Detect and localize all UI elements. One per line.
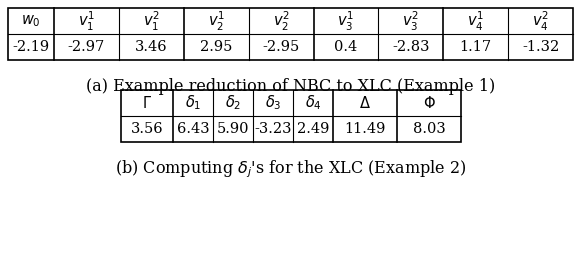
Text: 3.46: 3.46 xyxy=(135,40,168,54)
Text: $\delta_3$: $\delta_3$ xyxy=(265,94,281,112)
Text: 1.17: 1.17 xyxy=(460,40,492,54)
Text: $v_2^1$: $v_2^1$ xyxy=(208,9,225,33)
Text: 6.43: 6.43 xyxy=(177,122,210,136)
Bar xyxy=(8,8,573,60)
Text: $v_4^2$: $v_4^2$ xyxy=(532,9,549,33)
Text: $\Delta$: $\Delta$ xyxy=(359,95,371,111)
Text: -3.23: -3.23 xyxy=(254,122,292,136)
Text: -1.32: -1.32 xyxy=(522,40,559,54)
Text: 2.95: 2.95 xyxy=(200,40,232,54)
Text: -2.83: -2.83 xyxy=(392,40,430,54)
Text: (a) Example reduction of NBC to XLC (Example 1): (a) Example reduction of NBC to XLC (Exa… xyxy=(86,78,496,95)
Text: 5.90: 5.90 xyxy=(217,122,249,136)
Text: 0.4: 0.4 xyxy=(334,40,357,54)
Text: 11.49: 11.49 xyxy=(345,122,386,136)
Text: -2.97: -2.97 xyxy=(68,40,105,54)
Text: -2.19: -2.19 xyxy=(12,40,49,54)
Text: -2.95: -2.95 xyxy=(262,40,300,54)
Text: $\Gamma$: $\Gamma$ xyxy=(142,95,152,111)
Text: 3.56: 3.56 xyxy=(131,122,164,136)
Text: $v_4^1$: $v_4^1$ xyxy=(467,9,484,33)
Text: 8.03: 8.03 xyxy=(413,122,445,136)
Text: $v_1^1$: $v_1^1$ xyxy=(78,9,95,33)
Text: $\delta_2$: $\delta_2$ xyxy=(225,94,241,112)
Text: $\delta_4$: $\delta_4$ xyxy=(304,94,321,112)
Bar xyxy=(121,90,461,142)
Text: 2.49: 2.49 xyxy=(297,122,329,136)
Text: $v_3^2$: $v_3^2$ xyxy=(402,9,419,33)
Text: $w_0$: $w_0$ xyxy=(21,13,41,29)
Text: $\delta_1$: $\delta_1$ xyxy=(184,94,201,112)
Text: $\Phi$: $\Phi$ xyxy=(423,95,435,111)
Text: $v_2^2$: $v_2^2$ xyxy=(273,9,289,33)
Text: (b) Computing $\delta_j$'s for the XLC (Example 2): (b) Computing $\delta_j$'s for the XLC (… xyxy=(115,158,467,180)
Text: $v_3^1$: $v_3^1$ xyxy=(338,9,354,33)
Text: $v_1^2$: $v_1^2$ xyxy=(143,9,159,33)
